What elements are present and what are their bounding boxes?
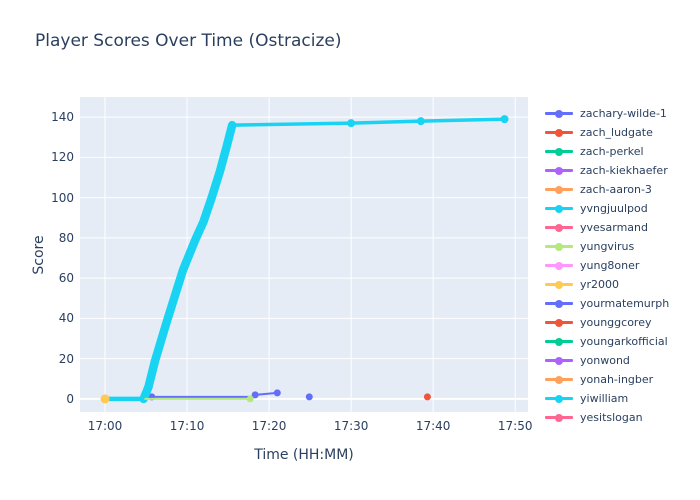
legend-line-marker-icon — [545, 223, 573, 232]
legend-label: yvngjuulpod — [580, 202, 648, 215]
legend-line-marker-icon — [545, 109, 573, 118]
legend-label: yung8oner — [580, 259, 640, 272]
legend-line-marker-icon — [545, 375, 573, 384]
legend-label: zach_ludgate — [580, 126, 653, 139]
marker-younggcorey — [423, 393, 431, 401]
y-tick-label: 40 — [58, 311, 74, 326]
x-tick-label: 17:30 — [333, 419, 369, 433]
legend-line-marker-icon — [545, 280, 573, 289]
y-tick-label: 60 — [58, 271, 74, 286]
legend-label: yonah-ingber — [580, 373, 654, 386]
legend-label: zachary-wilde-1 — [580, 107, 667, 120]
y-tick-label: 120 — [51, 150, 74, 165]
y-tick-label: 80 — [58, 230, 74, 245]
legend-line-marker-icon — [545, 337, 573, 346]
legend-item-zach_ludgate[interactable]: zach_ludgate — [545, 123, 700, 142]
marker-yungvirus — [246, 395, 254, 403]
y-tick-label: 20 — [58, 351, 74, 366]
legend-item-youngarkofficial[interactable]: youngarkofficial — [545, 332, 700, 351]
legend-line-marker-icon — [545, 318, 573, 327]
legend-item-yourmatemurph[interactable]: yourmatemurph — [545, 294, 700, 313]
legend-line-marker-icon — [545, 204, 573, 213]
x-axis-title: Time (HH:MM) — [254, 447, 354, 463]
series-line-bold-yvngjuulpod — [139, 120, 237, 404]
plot-area — [80, 97, 528, 412]
legend-label: yvesarmand — [580, 221, 648, 234]
legend: zachary-wilde-1 zach_ludgate zach-perkel za… — [545, 104, 700, 423]
legend-item-zach-perkel[interactable]: zach-perkel — [545, 142, 700, 161]
legend-line-marker-icon — [545, 185, 573, 194]
legend-label: yourmatemurph — [580, 297, 670, 310]
marker-yvngjuulpod — [416, 117, 425, 126]
legend-line-marker-icon — [545, 299, 573, 308]
legend-line-marker-icon — [545, 394, 573, 403]
legend-line-marker-icon — [545, 261, 573, 270]
marker-yvngjuulpod — [347, 119, 356, 128]
legend-label: zach-aaron-3 — [580, 183, 652, 196]
legend-label: zach-perkel — [580, 145, 644, 158]
legend-line-marker-icon — [545, 166, 573, 175]
legend-item-yung8oner[interactable]: yung8oner — [545, 256, 700, 275]
x-tick-label: 17:10 — [169, 419, 205, 433]
marker-yvngjuulpod — [500, 115, 509, 124]
legend-item-yr2000[interactable]: yr2000 — [545, 275, 700, 294]
legend-item-yvesarmand[interactable]: yvesarmand — [545, 218, 700, 237]
y-tick-label: 100 — [51, 190, 74, 205]
legend-item-yonah-ingber[interactable]: yonah-ingber — [545, 370, 700, 389]
marker-yourmatemurph — [305, 393, 313, 401]
marker-yr2000 — [100, 394, 110, 404]
legend-label: yr2000 — [580, 278, 620, 291]
legend-item-yiwilliam[interactable]: yiwilliam — [545, 389, 700, 408]
legend-line-marker-icon — [545, 413, 573, 422]
y-tick-label: 0 — [66, 391, 74, 406]
legend-item-zachary-wilde-1[interactable]: zachary-wilde-1 — [545, 104, 700, 123]
legend-label: yungvirus — [580, 240, 635, 253]
legend-line-marker-icon — [545, 242, 573, 251]
chart-title: Player Scores Over Time (Ostracize) — [35, 31, 342, 51]
legend-line-marker-icon — [545, 356, 573, 365]
x-tick-label: 17:40 — [415, 419, 451, 433]
y-tick-label: 140 — [51, 110, 74, 125]
legend-item-zach-aaron-3[interactable]: zach-aaron-3 — [545, 180, 700, 199]
marker-zachary-wilde-1 — [251, 391, 259, 399]
legend-item-zach-kiekhaefer[interactable]: zach-kiekhaefer — [545, 161, 700, 180]
legend-label: yesitslogan — [580, 411, 643, 423]
legend-item-yvngjuulpod[interactable]: yvngjuulpod — [545, 199, 700, 218]
legend-item-yesitslogan[interactable]: yesitslogan — [545, 408, 700, 423]
legend-item-yonwond[interactable]: yonwond — [545, 351, 700, 370]
legend-label: yiwilliam — [580, 392, 629, 405]
x-tick-label: 17:20 — [251, 419, 287, 433]
legend-label: younggcorey — [580, 316, 652, 329]
legend-line-marker-icon — [545, 147, 573, 156]
legend-label: youngarkofficial — [580, 335, 668, 348]
legend-item-younggcorey[interactable]: younggcorey — [545, 313, 700, 332]
marker-zachary-wilde-1 — [273, 389, 281, 397]
x-tick-label: 17:50 — [497, 419, 533, 433]
legend-item-yungvirus[interactable]: yungvirus — [545, 237, 700, 256]
marker-yvngjuulpod — [228, 121, 237, 130]
legend-label: zach-kiekhaefer — [580, 164, 668, 177]
y-axis-title: Score — [31, 235, 47, 275]
legend-line-marker-icon — [545, 128, 573, 137]
legend-label: yonwond — [580, 354, 630, 367]
x-tick-label: 17:00 — [87, 419, 123, 433]
